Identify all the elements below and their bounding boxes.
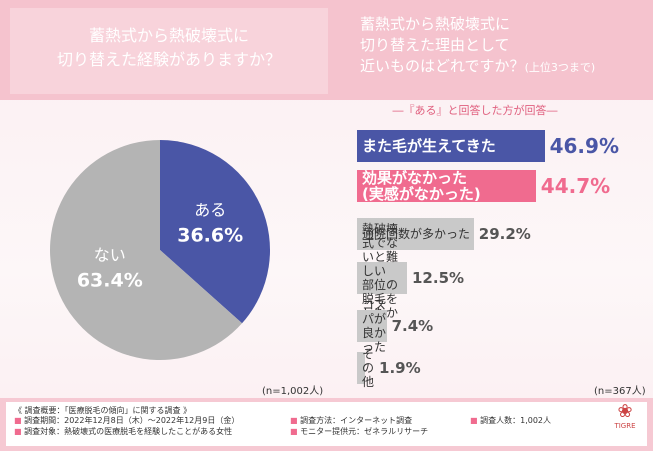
footer-text: 調査方法：インターネット調査 — [300, 416, 413, 425]
value-label: 46.9% — [549, 134, 619, 158]
logo: ❀ TIGRE — [610, 402, 640, 431]
bar-content: 熱破壊式でないと難しい 部位の脱毛をしたかった12.5% — [357, 222, 465, 334]
slice-value: 36.6% — [177, 225, 243, 247]
bar-row: また毛が生えてきた 46.9% — [357, 130, 619, 162]
bar-content: 効果がなかった (実感がなかった) 44.7% — [357, 170, 610, 202]
footer-text: モニター提供元：ゼネラルリサーチ — [300, 427, 429, 436]
category-label: コスパが良かった — [362, 298, 387, 354]
bar-content: その他 1.9% — [357, 347, 421, 389]
value-label: 12.5% — [412, 269, 465, 287]
footer — [6, 402, 647, 446]
footer-item: ■ 調査方法：インターネット調査 — [290, 415, 412, 426]
logo-text: TIGRE — [614, 422, 636, 430]
title-line: 切り替えた経験がありますか？ — [56, 50, 281, 69]
slice-label: ない — [94, 245, 126, 264]
bar — [357, 130, 545, 162]
title-line: 近いものはどれですか？ — [360, 57, 525, 75]
bar-row: 効果がなかった (実感がなかった) 44.7% — [357, 170, 610, 202]
bar-row: 通院回数が多かった 29.2% — [357, 218, 531, 250]
title-line: 蓄熱式から熱破壊式に — [88, 26, 249, 45]
bar — [357, 352, 365, 384]
bullet: ■ — [14, 427, 25, 436]
category-label: 効果がなかった (実感がなかった) — [362, 169, 481, 203]
value-label: 29.2% — [478, 225, 531, 243]
bullet: ■ — [290, 416, 301, 425]
title-line: 近いものはどれですか？(上位3つまで) — [360, 56, 650, 78]
category-label: その他 — [362, 347, 375, 389]
bullet: ■ — [290, 427, 301, 436]
bullet: ■ — [14, 416, 25, 425]
title-line: 切り替えた理由として — [360, 36, 510, 54]
footer-item: ■ 調査人数：1,002人 — [470, 415, 551, 426]
category-label: 通院回数が多かった — [362, 227, 471, 241]
bar — [357, 170, 536, 202]
bar-content: コスパが良かった 7.4% — [357, 298, 434, 354]
bar — [357, 310, 387, 342]
bar-content: また毛が生えてきた 46.9% — [357, 130, 619, 162]
slice-value: 63.4% — [77, 269, 143, 291]
bar-row: コスパが良かった 7.4% — [357, 298, 434, 354]
pie-note: (n=1,002人) — [262, 386, 324, 397]
subtitle: (上位3つまで) — [524, 61, 596, 74]
value-label: 44.7% — [540, 174, 611, 198]
bullet: ■ — [470, 416, 481, 425]
bar — [357, 218, 474, 250]
footer-item: ■ モニター提供元：ゼネラルリサーチ — [290, 426, 428, 437]
footer-item: ■ 調査期間：2022年12月8日（木）～2022年12月9日（金） — [14, 415, 239, 426]
pie-slice — [160, 140, 270, 324]
title-line: 蓄熱式から熱破壊式に — [360, 15, 511, 33]
bar — [357, 262, 407, 294]
footer-heading: 《 調査概要：「医療脱毛の傾向」に関する調査 》 — [14, 406, 192, 415]
category-label: また毛が生えてきた — [362, 137, 496, 155]
bar-note: (n=367人) — [594, 386, 646, 397]
bar-row: 熱破壊式でないと難しい 部位の脱毛をしたかった12.5% — [357, 222, 465, 334]
footer-item: ■ 調査対象：熱破壊式の医療脱毛を経験したことがある女性 — [14, 426, 232, 437]
pie-title: 蓄熱式から熱破壊式に 切り替えた経験がありますか？ — [10, 24, 328, 72]
pie-chart: ある 36.6% ない 63.4% — [49, 140, 270, 360]
slice-label: ある — [194, 201, 226, 220]
footer-text: 調査人数：1,002人 — [480, 416, 552, 425]
bar-content: 通院回数が多かった 29.2% — [357, 218, 531, 250]
bar-title: 蓄熱式から熱破壊式に 切り替えた理由として 近いものはどれですか？(上位3つまで… — [360, 14, 650, 78]
header-left — [10, 8, 328, 94]
footer-text: 調査対象：熱破壊式の医療脱毛を経験したことがある女性 — [24, 427, 233, 436]
pie-slice — [49, 140, 243, 360]
value-label: 7.4% — [391, 317, 434, 335]
value-label: 1.9% — [379, 359, 421, 377]
bar-row: その他 1.9% — [357, 347, 421, 389]
footer-text: 調査期間：2022年12月8日（木）～2022年12月9日（金） — [24, 416, 240, 425]
annotation: ―『ある』と回答した方が回答― — [392, 104, 558, 117]
